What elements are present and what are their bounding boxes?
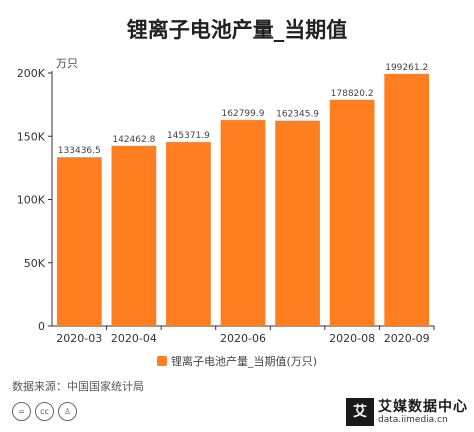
data-label: 162345.9 bbox=[276, 110, 319, 120]
person-icon: ♙ bbox=[58, 402, 77, 421]
brand-url: data.iimedia.cn bbox=[378, 414, 448, 425]
chart-title: 锂离子电池产量_当期值 bbox=[126, 18, 348, 42]
data-source: 数据来源：中国国家统计局 bbox=[12, 380, 144, 393]
data-label: 142462.8 bbox=[112, 135, 155, 145]
bar-chart: 万只 0 50K 100K 150K 200K 133436.5 2020-03 142462.… bbox=[17, 57, 435, 345]
y-tick-label: 0 bbox=[38, 320, 45, 333]
x-tick-label: 2020-06 bbox=[220, 332, 266, 345]
legend: 锂离子电池产量_当期值(万只) bbox=[0, 353, 474, 369]
x-tick-label: 2020-03 bbox=[56, 332, 102, 345]
brand-logo-icon: 艾 bbox=[346, 398, 374, 426]
equals-icon: = bbox=[12, 402, 31, 421]
data-label: 162799.9 bbox=[222, 109, 265, 119]
data-label: 145371.9 bbox=[167, 131, 210, 141]
y-tick-label: 150K bbox=[17, 130, 46, 143]
brand-name: 艾媒数据中心 bbox=[378, 398, 468, 415]
data-label: 178820.2 bbox=[331, 89, 374, 99]
legend-label: 锂离子电池产量_当期值(万只) bbox=[170, 355, 318, 368]
cc-icon: cc bbox=[35, 402, 54, 421]
data-label: 199261.2 bbox=[385, 63, 428, 73]
y-tick-label: 50K bbox=[24, 257, 46, 270]
x-tick-label: 2020-04 bbox=[111, 332, 157, 345]
x-tick-label: 2020-09 bbox=[384, 332, 430, 345]
y-unit-label: 万只 bbox=[56, 57, 78, 70]
license-icons: = cc ♙ bbox=[12, 402, 77, 421]
y-tick-label: 100K bbox=[17, 194, 46, 207]
legend-swatch bbox=[156, 356, 167, 366]
bar bbox=[111, 145, 157, 326]
bar bbox=[166, 142, 211, 326]
x-tick-label: 2020-08 bbox=[329, 332, 375, 345]
bar bbox=[220, 120, 266, 326]
bar bbox=[329, 99, 375, 326]
data-label: 133436.5 bbox=[58, 146, 101, 156]
bar bbox=[56, 157, 102, 326]
bar bbox=[384, 73, 430, 326]
bar bbox=[275, 120, 320, 326]
y-tick-label: 200K bbox=[17, 67, 46, 80]
brand: 艾 艾媒数据中心 data.iimedia.cn bbox=[346, 398, 468, 426]
